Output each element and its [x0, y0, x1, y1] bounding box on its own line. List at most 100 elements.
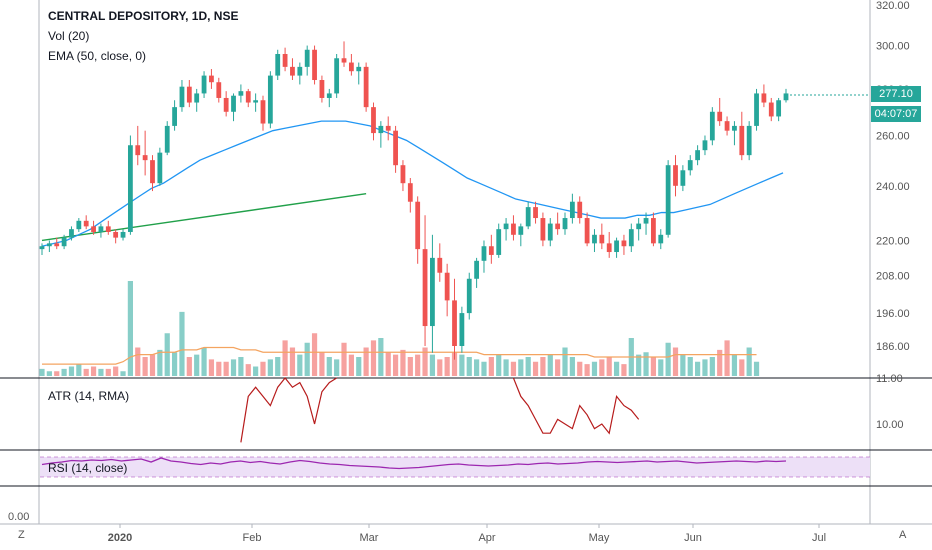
volume-bar [142, 357, 148, 376]
candle [732, 121, 737, 146]
volume-bar [260, 361, 266, 376]
candle [776, 97, 782, 122]
candle-body [157, 152, 163, 184]
atr-tick-label: 11.00 [876, 373, 903, 385]
volume-bar [459, 354, 465, 376]
ema-legend[interactable]: EMA (50, close, 0) [48, 49, 147, 63]
candle [768, 97, 774, 122]
candle [783, 88, 789, 103]
candle [651, 212, 656, 247]
candle [91, 220, 96, 235]
volume-bar [466, 357, 472, 376]
candle [245, 88, 251, 108]
candle [231, 93, 236, 122]
candle-body [658, 234, 664, 244]
volume-bar [54, 371, 60, 376]
candle [54, 237, 60, 250]
volume-bar [201, 347, 207, 376]
trendline[interactable] [41, 193, 367, 242]
rsi-band [40, 457, 870, 477]
time-tick-label: Apr [478, 532, 495, 544]
volume-bar [267, 359, 273, 376]
zoom-button[interactable]: Z [18, 529, 25, 541]
volume-bar [481, 361, 487, 376]
candle-body [422, 249, 428, 327]
symbol-title[interactable]: CENTRAL DEPOSITORY, 1D, NSE [48, 9, 239, 23]
candle-body [746, 125, 752, 156]
candle [76, 218, 82, 232]
candle [474, 257, 480, 288]
candle-body [245, 91, 251, 103]
candle-body [135, 145, 141, 156]
candle [400, 160, 406, 192]
time-tick-label: 2020 [108, 532, 132, 544]
candle [83, 215, 89, 230]
candle-body [474, 260, 480, 279]
candle [209, 69, 214, 89]
candle [186, 80, 192, 108]
volume-bar [378, 338, 384, 376]
candle-body [216, 82, 222, 98]
volume-bars [39, 281, 760, 376]
candle-body [518, 226, 524, 235]
volume-bar [709, 357, 715, 376]
candle-body [783, 93, 789, 101]
candle [216, 77, 222, 103]
volume-ma-line [42, 346, 757, 365]
candle [437, 243, 443, 282]
volume-legend[interactable]: Vol (20) [48, 29, 90, 43]
candle-body [142, 155, 148, 161]
candle-body [488, 246, 494, 255]
candle-body [673, 165, 678, 186]
volume-bar [746, 347, 752, 376]
volume-bar [650, 357, 657, 376]
volume-bar [253, 366, 259, 376]
candle [466, 272, 472, 320]
candle [341, 41, 347, 67]
candle-body [466, 278, 472, 314]
candle [127, 135, 133, 235]
candle-body [290, 66, 295, 76]
volume-bar [326, 357, 332, 376]
candle-body [621, 240, 627, 247]
volume-bar [311, 333, 318, 376]
candle-body [754, 93, 759, 126]
candle-body [150, 160, 155, 184]
volume-bar [275, 357, 281, 376]
volume-bar [496, 354, 502, 376]
rsi-legend[interactable]: RSI (14, close) [48, 461, 128, 475]
candle [253, 93, 259, 112]
volume-bar [304, 342, 310, 376]
volume-bar [444, 357, 450, 376]
volume-bar [562, 347, 568, 376]
candle-body [628, 229, 634, 247]
candle-body [702, 140, 708, 151]
volume-bar [702, 359, 708, 376]
atr-legend[interactable]: ATR (14, RMA) [48, 389, 130, 403]
candle-body [179, 86, 185, 108]
candle [415, 196, 421, 264]
candle [673, 155, 678, 197]
candle [46, 240, 52, 253]
candle-body [592, 234, 597, 244]
candle-body [267, 75, 273, 124]
volume-bar [429, 354, 436, 376]
auto-scale-button[interactable]: A [899, 529, 907, 541]
volume-bar [658, 359, 664, 376]
volume-bar [83, 368, 89, 376]
candle-body [643, 218, 649, 224]
candle-body [223, 97, 229, 112]
volume-bar [591, 361, 598, 376]
volume-bar [245, 364, 251, 376]
candle-body [776, 100, 782, 117]
candle [511, 215, 516, 241]
volume-bar [680, 354, 686, 376]
candle-body [695, 150, 701, 161]
volume-bar [606, 357, 612, 376]
candle-body [444, 272, 450, 301]
volume-bar [584, 364, 590, 376]
volume-bar [68, 366, 75, 376]
candle [422, 215, 428, 346]
time-tick-label: Mar [360, 532, 379, 544]
